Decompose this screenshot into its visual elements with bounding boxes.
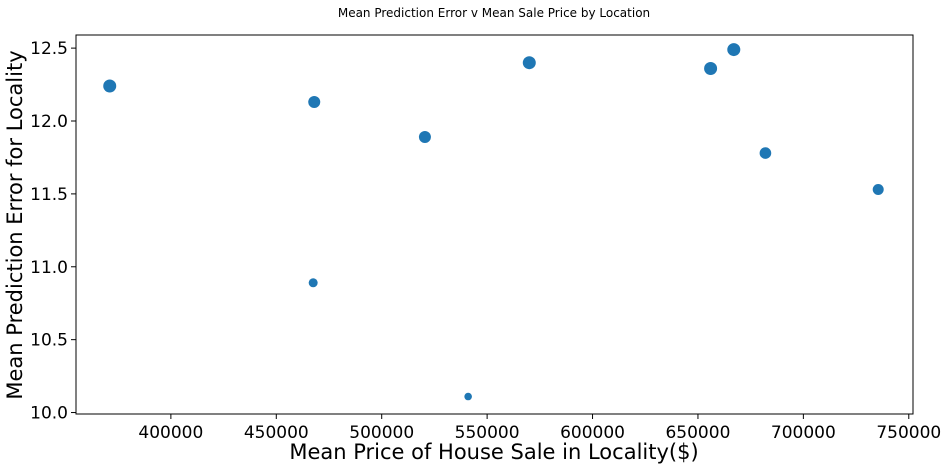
data-point [418, 131, 431, 144]
data-point [759, 147, 772, 159]
y-tick-label: 11.5 [30, 185, 68, 205]
x-tick-label: 650000 [665, 423, 730, 443]
y-axis-label: Mean Prediction Error for Locality [3, 50, 27, 399]
data-points [103, 43, 884, 401]
y-tick-label: 10.0 [30, 404, 68, 424]
data-point [308, 96, 321, 109]
data-point [872, 184, 884, 196]
data-point [103, 79, 117, 93]
data-point [522, 56, 536, 70]
y-tick-label: 12.5 [30, 39, 68, 59]
y-tick-label: 11.0 [30, 258, 68, 278]
plot-area [75, 34, 914, 415]
y-tick-label: 10.5 [30, 331, 68, 351]
y-tick-label: 12.0 [30, 112, 68, 132]
x-tick-label: 550000 [455, 423, 520, 443]
data-point [704, 62, 718, 76]
y-axis: 10.0 10.5 11.0 11.5 12.0 12.5 [30, 39, 76, 424]
chart-title: Mean Prediction Error v Mean Sale Price … [338, 6, 650, 20]
data-point [727, 43, 741, 57]
x-tick-label: 400000 [138, 423, 203, 443]
x-tick-label: 500000 [349, 423, 414, 443]
x-tick-label: 700000 [771, 423, 836, 443]
x-tick-label: 450000 [244, 423, 309, 443]
x-axis-label: Mean Price of House Sale in Locality($) [289, 440, 698, 464]
data-point [464, 392, 472, 401]
x-tick-label: 750000 [876, 423, 941, 443]
x-axis: 400000 450000 500000 550000 600000 650000 7000… [138, 414, 941, 443]
data-point [308, 278, 318, 288]
x-tick-label: 600000 [560, 423, 625, 443]
